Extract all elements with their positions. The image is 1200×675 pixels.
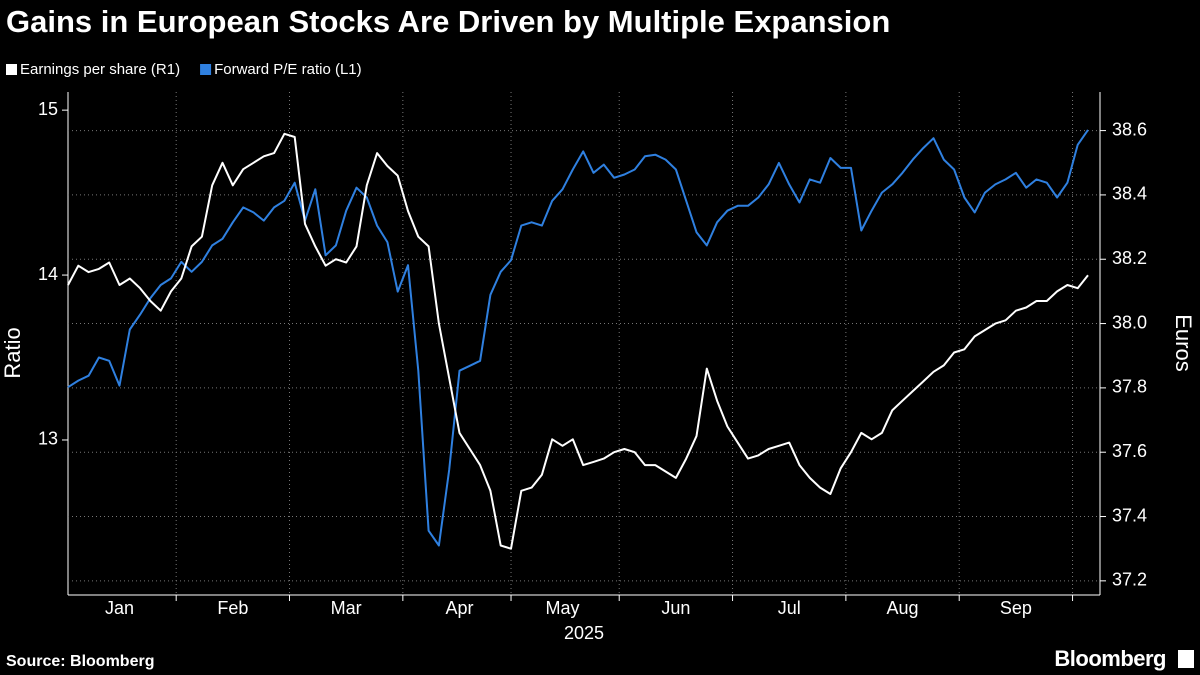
legend-label: Forward P/E ratio (L1) [214, 61, 362, 78]
x-tick-label: May [546, 598, 580, 618]
y2-axis-label: Euros [1171, 314, 1196, 371]
y2-tick-label: 37.6 [1112, 441, 1147, 461]
y2-tick-label: 38.6 [1112, 119, 1147, 139]
x-tick-label: Jul [778, 598, 801, 618]
y2-tick-label: 38.2 [1112, 248, 1147, 268]
x-tick-label: Mar [331, 598, 362, 618]
x-tick-label: Jan [105, 598, 134, 618]
y2-tick-label: 37.4 [1112, 505, 1147, 525]
legend-swatch [6, 64, 17, 75]
y2-tick-label: 38.4 [1112, 184, 1147, 204]
legend-swatch [200, 64, 212, 75]
chart-title: Gains in European Stocks Are Driven by M… [6, 4, 890, 39]
source: Source: Bloomberg [6, 653, 154, 670]
y-tick-label: 15 [38, 99, 58, 119]
x-tick-label: Apr [446, 598, 474, 618]
legend-label: Earnings per share (R1) [20, 61, 180, 78]
brand: Bloomberg [1054, 646, 1166, 671]
y2-tick-label: 37.8 [1112, 377, 1147, 397]
y-tick-label: 13 [38, 429, 58, 449]
x-tick-label: Jun [661, 598, 690, 618]
x-tick-label: Sep [1000, 598, 1032, 618]
series-line [67, 129, 1089, 547]
series-line [67, 132, 1089, 550]
y2-tick-label: 38.0 [1112, 312, 1147, 332]
brand-icon [1178, 650, 1194, 668]
x-axis-label: 2025 [564, 623, 604, 643]
y-tick-label: 14 [38, 264, 58, 284]
x-tick-label: Aug [887, 598, 919, 618]
y2-tick-label: 37.2 [1112, 570, 1147, 590]
y-axis-label: Ratio [0, 327, 25, 378]
x-tick-label: Feb [217, 598, 248, 618]
